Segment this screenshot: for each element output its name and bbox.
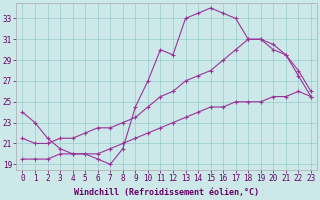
X-axis label: Windchill (Refroidissement éolien,°C): Windchill (Refroidissement éolien,°C) [74,188,259,197]
